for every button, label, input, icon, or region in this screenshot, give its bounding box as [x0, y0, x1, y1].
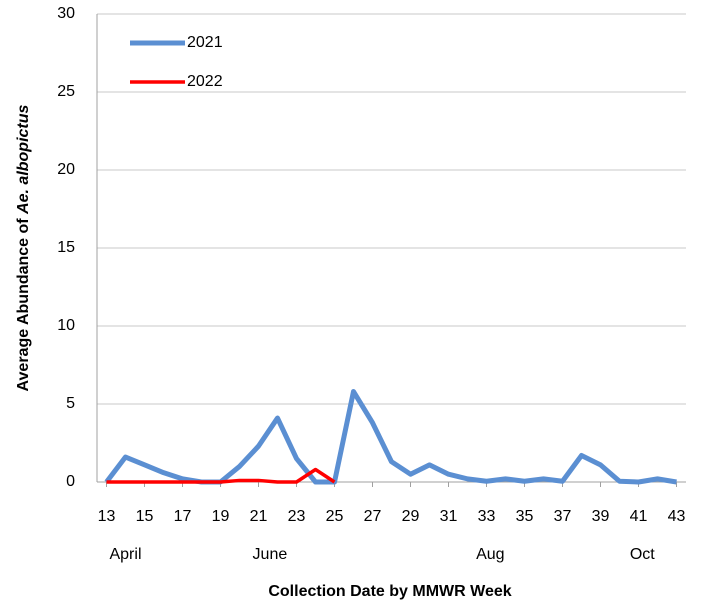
series-line — [104, 389, 677, 485]
x-tick-label: 39 — [592, 508, 610, 525]
series-line — [106, 467, 336, 484]
legend-label: 2021 — [187, 34, 223, 51]
month-label: June — [253, 546, 288, 563]
y-tick-label: 25 — [57, 83, 75, 100]
y-axis-title-part: Ae. albopictus — [15, 104, 32, 214]
x-tick-label: 37 — [554, 508, 572, 525]
x-tick-label: 21 — [250, 508, 268, 525]
month-label: April — [109, 546, 141, 563]
x-tick-label: 29 — [402, 508, 420, 525]
y-axis-title-part: Average Abundance of — [15, 214, 32, 392]
y-tick-label: 15 — [57, 239, 75, 256]
y-axis-title: Average Abundance of Ae. albopictus — [15, 104, 32, 391]
y-tick-label: 30 — [57, 5, 75, 22]
x-tick-label: 33 — [478, 508, 496, 525]
x-tick-label: 13 — [98, 508, 116, 525]
legend-label: 2022 — [187, 73, 223, 90]
x-tick-label: 35 — [516, 508, 534, 525]
y-tick-label: 10 — [57, 317, 75, 334]
x-tick-label: 31 — [440, 508, 458, 525]
month-label: Oct — [630, 546, 655, 563]
x-tick-label: 23 — [288, 508, 306, 525]
y-tick-label: 5 — [66, 395, 75, 412]
x-tick-label: 25 — [326, 508, 344, 525]
y-tick-label: 20 — [57, 161, 75, 178]
x-tick-label: 15 — [136, 508, 154, 525]
x-axis-title: Collection Date by MMWR Week — [268, 583, 511, 600]
x-tick-label: 27 — [364, 508, 382, 525]
x-tick-label: 41 — [630, 508, 648, 525]
x-tick-label: 17 — [174, 508, 192, 525]
x-tick-label: 19 — [212, 508, 230, 525]
y-tick-label: 0 — [66, 473, 75, 490]
x-tick-label: 43 — [668, 508, 686, 525]
month-label: Aug — [476, 546, 504, 563]
